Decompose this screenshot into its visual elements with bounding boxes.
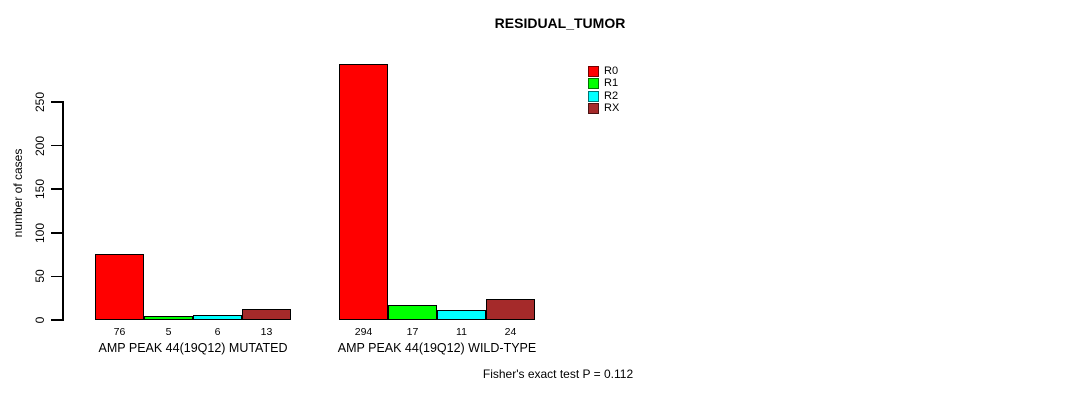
stat-test-annotation: Fisher's exact test P = 0.112 <box>482 367 634 381</box>
y-tick-mark <box>51 319 63 321</box>
y-tick-label: 50 <box>33 269 47 284</box>
bar-r0-group2 <box>339 63 388 320</box>
legend-swatch-r2 <box>588 90 599 102</box>
bar-r1-group2 <box>388 305 437 320</box>
bar-value-label: 11 <box>456 326 467 338</box>
y-tick-mark <box>51 188 63 190</box>
legend-label: R2 <box>604 89 619 102</box>
bar-rx-group1 <box>242 308 291 320</box>
legend-swatch-r0 <box>588 66 599 77</box>
bar-value-label: 76 <box>113 326 126 338</box>
y-tick-label: 100 <box>33 222 47 243</box>
bar-value-label: 5 <box>165 326 172 338</box>
bar-rx-group2 <box>486 299 535 320</box>
legend-label: R0 <box>604 65 619 77</box>
x-category-label: AMP PEAK 44(19Q12) MUTATED <box>98 341 288 355</box>
bar-value-label: 24 <box>504 326 517 338</box>
y-tick-label: 250 <box>33 91 47 113</box>
legend-swatch-rx <box>588 103 599 115</box>
bar-r0-group1 <box>95 253 144 320</box>
y-tick-mark <box>51 101 63 103</box>
bar-value-label: 6 <box>214 326 221 338</box>
chart-title: RESIDUAL_TUMOR <box>494 15 626 31</box>
y-tick-label: 0 <box>33 316 47 324</box>
x-category-label: AMP PEAK 44(19Q12) WILD-TYPE <box>337 341 537 355</box>
legend-swatch-r1 <box>588 78 599 90</box>
y-axis-title: number of cases <box>11 148 25 238</box>
bar-value-label: 294 <box>354 326 373 338</box>
y-tick-mark <box>51 144 63 147</box>
bar-r2-group2 <box>437 310 486 320</box>
bar-r2-group1 <box>193 314 242 320</box>
y-tick-mark <box>51 275 63 278</box>
bar-value-label: 17 <box>406 326 419 338</box>
bar-value-label: 13 <box>260 326 273 338</box>
y-tick-label: 150 <box>33 179 47 200</box>
y-axis-line <box>62 101 64 321</box>
y-tick-mark <box>51 232 63 234</box>
bar-r1-group1 <box>144 315 193 320</box>
legend-label: RX <box>604 102 620 115</box>
y-tick-label: 200 <box>33 135 47 156</box>
legend-label: R1 <box>604 77 619 90</box>
